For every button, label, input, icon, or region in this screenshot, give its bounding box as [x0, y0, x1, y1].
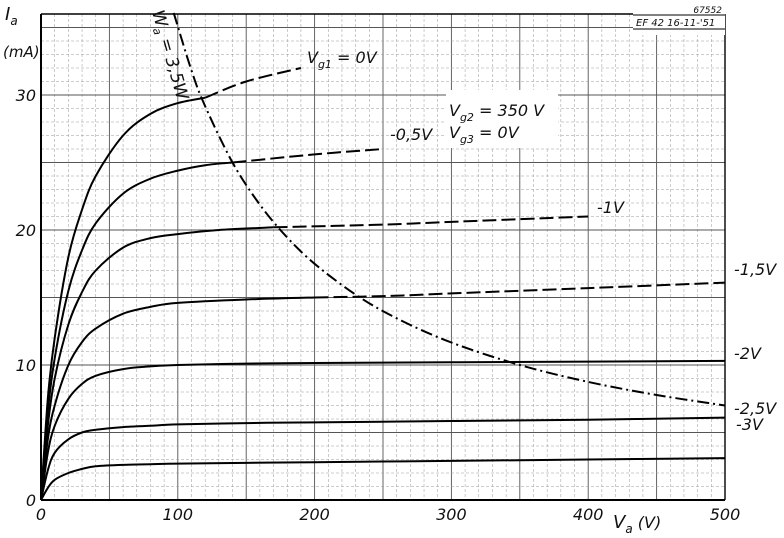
- reference-number: 67552: [693, 6, 722, 16]
- curve-dashed: [232, 148, 384, 164]
- curve-solid: [40, 416, 726, 501]
- curve-label: -3V: [736, 415, 764, 434]
- curve-label: -1V: [597, 198, 625, 217]
- x-tick-label: 0: [36, 505, 46, 524]
- curve-label: Vg1 = 0V: [307, 48, 378, 71]
- y-tick-label: 10: [16, 356, 36, 375]
- x-axis-title: Va (V): [613, 512, 661, 536]
- y-axis-title-background: [0, 0, 38, 60]
- y-tick-label: 0: [26, 491, 36, 510]
- y-tick-label: 20: [16, 221, 36, 240]
- hyperbola-label: Wa = 3,5W: [145, 8, 192, 104]
- curve-solid: [40, 457, 726, 501]
- curve-label: -0,5V: [390, 125, 433, 144]
- curve-label: -2V: [734, 344, 762, 363]
- curve-solid: [40, 226, 274, 501]
- curve-solid: [40, 96, 206, 501]
- curve-label: -1,5V: [734, 260, 777, 279]
- x-tick-label: 200: [299, 505, 330, 524]
- y-tick-label: 30: [16, 86, 36, 105]
- x-tick-label: 500: [710, 505, 741, 524]
- y-axis-title: Ia: [5, 4, 18, 28]
- y-tick-labels: 0 10 20 30: [16, 86, 36, 510]
- curve-dashed: [204, 67, 302, 99]
- curve-dashed: [314, 281, 726, 299]
- header-box-background: [633, 9, 725, 35]
- curve-label: -2,5V: [734, 399, 777, 418]
- x-tick-label: 400: [573, 505, 604, 524]
- x-tick-labels: 0 100 200 300 400 500: [36, 505, 740, 524]
- x-tick-label: 300: [436, 505, 467, 524]
- y-axis-unit: (mA): [3, 43, 40, 61]
- tube-type-and-date: EF 42 16-11-'51: [636, 18, 715, 29]
- x-axis-title-background: [608, 504, 683, 534]
- curves: [40, 67, 726, 501]
- conditions-box-background: [446, 90, 558, 148]
- curve-dashed: [273, 215, 589, 229]
- condition-g3: Vg3 = 0V: [449, 123, 520, 146]
- curve-solid: [40, 161, 233, 501]
- power-hyperbola-line: [172, 12, 726, 407]
- grid: [41, 14, 725, 500]
- curve-labels: -3V-2,5V -2V -1,5V -1V -0,5V Vg1 = 0V: [307, 48, 777, 434]
- condition-g2: Vg2 = 350 V: [449, 101, 545, 124]
- curve-solid: [40, 296, 315, 501]
- curve-solid: [40, 359, 726, 501]
- axes: [40, 13, 726, 501]
- x-tick-label: 100: [163, 505, 194, 524]
